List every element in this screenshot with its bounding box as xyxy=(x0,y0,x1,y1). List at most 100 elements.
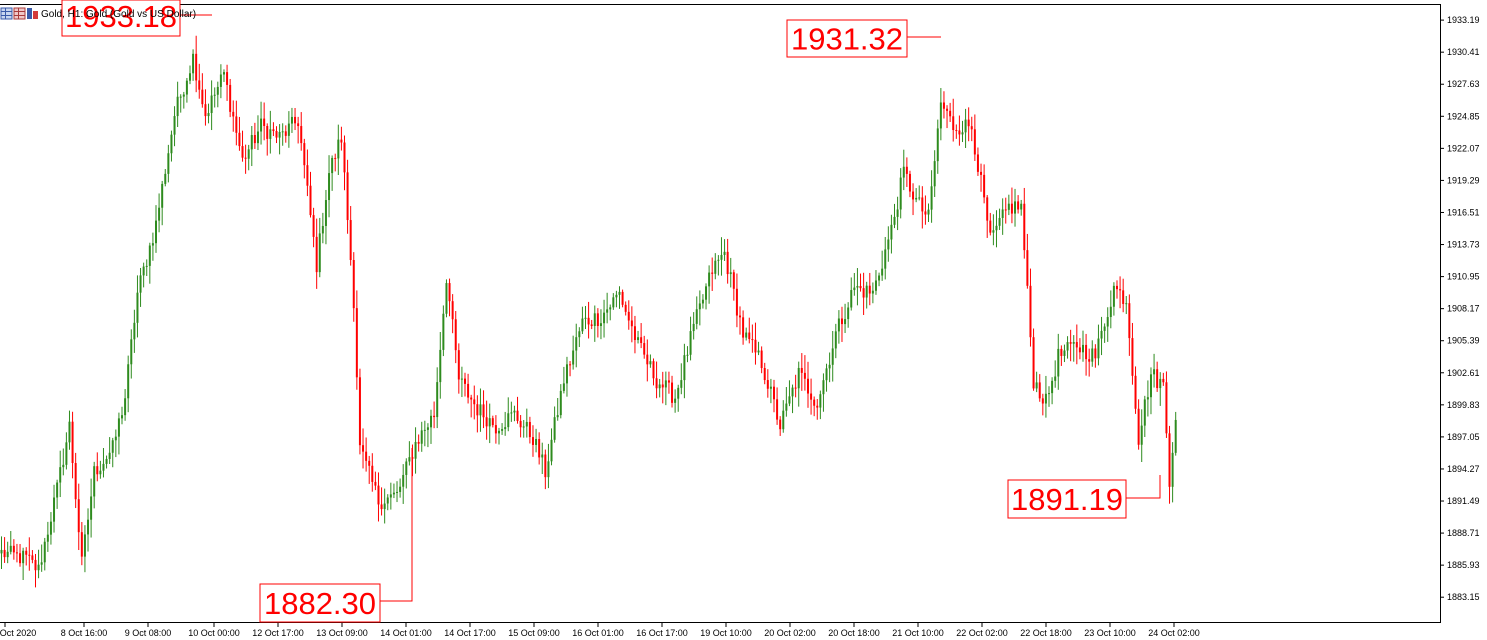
candle-body xyxy=(1032,337,1035,389)
candle-body xyxy=(606,309,609,313)
candle-body xyxy=(1168,433,1171,487)
price-callout-box xyxy=(61,0,181,37)
candle-body xyxy=(578,331,581,338)
candle-body xyxy=(970,126,973,130)
candle xyxy=(1156,361,1159,392)
candle-body xyxy=(1054,376,1057,381)
candle-body xyxy=(161,183,164,208)
candle xyxy=(83,525,86,573)
bar-chart-icon[interactable] xyxy=(27,8,38,19)
candle xyxy=(698,290,701,326)
candle xyxy=(1007,194,1010,216)
candle xyxy=(328,155,331,218)
grid-icon[interactable] xyxy=(0,7,13,20)
candle xyxy=(729,257,732,288)
candle xyxy=(3,537,6,563)
candle xyxy=(256,115,259,151)
candle xyxy=(377,472,380,522)
price-tick-label: 1927.63 xyxy=(1447,79,1480,89)
candle xyxy=(813,396,816,417)
candle-body xyxy=(763,368,766,381)
candle-body xyxy=(565,364,568,384)
candle-body xyxy=(1051,380,1054,394)
candle xyxy=(936,119,939,174)
candle-body xyxy=(612,297,615,308)
time-tick-label: 21 Oct 10:00 xyxy=(892,628,944,638)
candle-body xyxy=(417,441,420,444)
candle xyxy=(531,425,534,457)
candle-body xyxy=(362,445,365,452)
candle-body xyxy=(603,312,606,324)
candle-body xyxy=(365,451,368,461)
candle xyxy=(995,210,998,248)
candle xyxy=(547,443,550,489)
candle-body xyxy=(321,225,324,234)
candle xyxy=(49,512,52,545)
candle-body xyxy=(139,275,142,293)
candle-body xyxy=(822,380,825,395)
candle-body xyxy=(773,386,775,400)
candle-body xyxy=(275,131,278,138)
candle-body xyxy=(121,415,124,419)
candle-body xyxy=(661,384,664,388)
candle xyxy=(1128,294,1131,356)
candle-body xyxy=(519,420,522,428)
candle xyxy=(28,537,31,571)
candle xyxy=(232,100,235,132)
candle-body xyxy=(918,197,921,199)
candle xyxy=(102,448,105,478)
candle xyxy=(337,124,340,176)
candle-body xyxy=(609,307,612,310)
candle-body xyxy=(65,442,68,465)
candle-body xyxy=(445,283,448,314)
candle xyxy=(423,420,426,447)
candle xyxy=(1035,371,1038,393)
candle xyxy=(742,310,745,345)
candle xyxy=(182,91,185,109)
candle-body xyxy=(504,427,507,430)
candle xyxy=(439,331,442,399)
candle-body xyxy=(1137,408,1140,445)
candle-body xyxy=(176,96,179,117)
candle-body xyxy=(896,209,899,217)
candle-body xyxy=(1035,382,1038,389)
candle xyxy=(457,343,460,394)
candle-body xyxy=(674,398,677,403)
candle xyxy=(754,322,757,365)
time-tick-label: 22 Oct 02:00 xyxy=(956,628,1008,638)
candle xyxy=(785,387,788,417)
candle xyxy=(658,378,661,398)
candle xyxy=(680,363,683,395)
candle-body xyxy=(671,382,674,403)
grid-icon[interactable] xyxy=(13,7,26,20)
candle-body xyxy=(933,161,936,187)
candle-body xyxy=(633,326,636,341)
candle-body xyxy=(881,268,884,276)
candle-body xyxy=(62,464,65,468)
price-tick-label: 1902.61 xyxy=(1447,368,1480,378)
candle xyxy=(99,460,102,479)
candle xyxy=(630,306,633,343)
candle xyxy=(158,193,161,233)
candle-body xyxy=(145,265,148,267)
candle-body xyxy=(195,53,198,81)
candle xyxy=(312,207,315,248)
candle xyxy=(683,343,686,399)
candle-body xyxy=(290,116,293,124)
candle xyxy=(482,390,485,429)
candle-body xyxy=(701,299,704,304)
candle xyxy=(43,537,46,571)
time-tick-label: 20 Oct 18:00 xyxy=(828,628,880,638)
candle-body xyxy=(748,332,751,340)
candle xyxy=(80,522,83,566)
candle-body xyxy=(315,236,318,273)
candle-body xyxy=(989,220,992,233)
price-tick-label: 1924.85 xyxy=(1447,111,1480,121)
candle xyxy=(402,464,405,504)
candle xyxy=(618,286,621,309)
candle xyxy=(701,294,704,309)
candle-body xyxy=(306,165,309,186)
candle-body xyxy=(108,452,111,459)
candle-body xyxy=(618,291,621,295)
